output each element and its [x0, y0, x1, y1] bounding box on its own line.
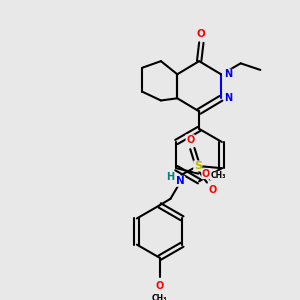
Text: CH₃: CH₃	[152, 294, 167, 300]
Text: O: O	[186, 135, 194, 145]
Text: O: O	[155, 281, 164, 291]
Text: N: N	[225, 93, 233, 103]
Text: H: H	[167, 172, 175, 182]
Text: N: N	[225, 69, 233, 79]
Text: CH₃: CH₃	[210, 171, 226, 180]
Text: O: O	[202, 169, 210, 178]
Text: S: S	[194, 161, 202, 171]
Text: O: O	[197, 29, 206, 39]
Text: O: O	[209, 185, 217, 195]
Text: N: N	[176, 176, 185, 186]
